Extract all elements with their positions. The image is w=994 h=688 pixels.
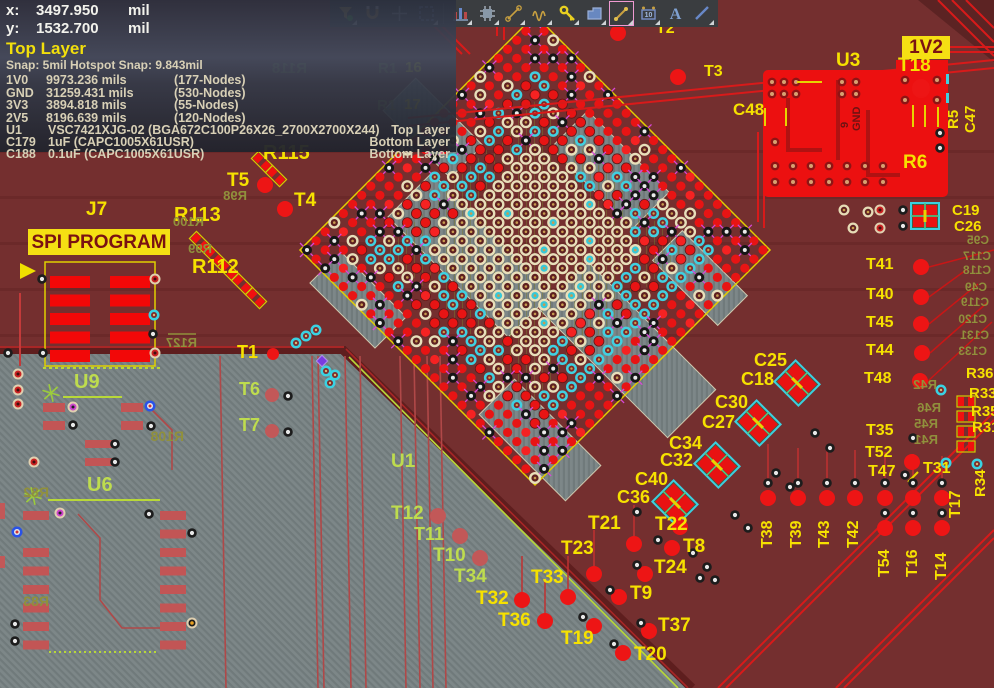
- hud-snap-info: Snap: 5mil Hotspot Snap: 9.843mil: [6, 58, 203, 72]
- svg-text:10: 10: [645, 12, 653, 19]
- dimension-icon[interactable]: [502, 1, 527, 26]
- measure-icon[interactable]: 10: [636, 1, 661, 26]
- component-icon[interactable]: [475, 1, 500, 26]
- hud-component-row: C188 0.1uF (CAPC1005X61USR) Bottom Layer: [6, 146, 450, 161]
- diagonal-line-icon[interactable]: [690, 1, 715, 26]
- keepout-key-icon[interactable]: [555, 1, 580, 26]
- place-line-icon[interactable]: [609, 1, 635, 26]
- svg-text:A: A: [670, 6, 682, 23]
- hud-y-coordinate: y: 1532.700 mil: [6, 20, 150, 38]
- hud-net-row: GND 31259.431 mils (530-Nodes): [6, 85, 246, 100]
- hud-net-row: 1V0 9973.236 mils (177-Nodes): [6, 73, 246, 87]
- hud-component-row: C179 1uF (CAPC1005X61USR) Bottom Layer: [6, 135, 450, 150]
- hud-net-row: 2V5 8196.639 mils (120-Nodes): [6, 110, 246, 125]
- hud-component-row: U1 VSC7421XJG-02 (BGA672C100P26X26_2700X2…: [6, 123, 450, 138]
- hud-component-list: U1 VSC7421XJG-02 (BGA672C100P26X26_2700X2…: [6, 123, 450, 161]
- hud-net-list: 1V0 9973.236 mils (177-Nodes) GND 31259.431 …: [6, 73, 450, 125]
- hud-net-row: 3V3 3894.818 mils (55-Nodes): [6, 98, 239, 113]
- place-text-icon[interactable]: A: [663, 1, 688, 26]
- hud-active-layer: Top Layer: [6, 39, 86, 58]
- heads-up-display: x: 3497.950 mil y: 1532.700 mil Top Laye…: [0, 0, 456, 161]
- polygon-pour-icon[interactable]: [582, 1, 607, 26]
- spring-wave-icon[interactable]: [528, 1, 553, 26]
- hud-x-coordinate: x: 3497.950 mil: [6, 2, 150, 20]
